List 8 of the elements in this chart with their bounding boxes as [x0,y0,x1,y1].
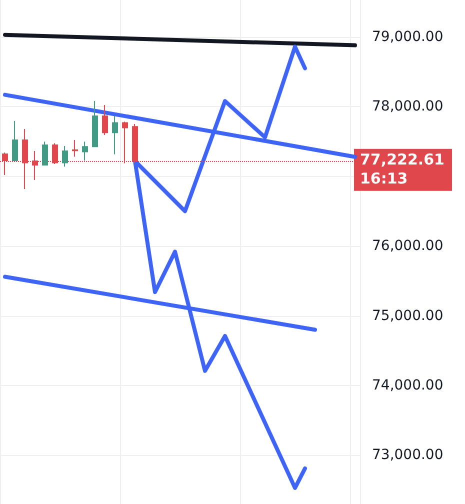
annotation: 16:13 [360,169,408,188]
y-tick-label: 78,000.00 [372,98,444,115]
y-tick-label: 76,000.00 [372,238,444,254]
ref-line-label: 77,222.61 [360,150,444,168]
y-tick-label: 74,000.00 [372,377,444,394]
y-tick-label: 75,000.00 [372,308,444,324]
y-tick-label: 73,000.00 [372,447,444,464]
y-tick-label: 79,000.00 [372,28,444,45]
